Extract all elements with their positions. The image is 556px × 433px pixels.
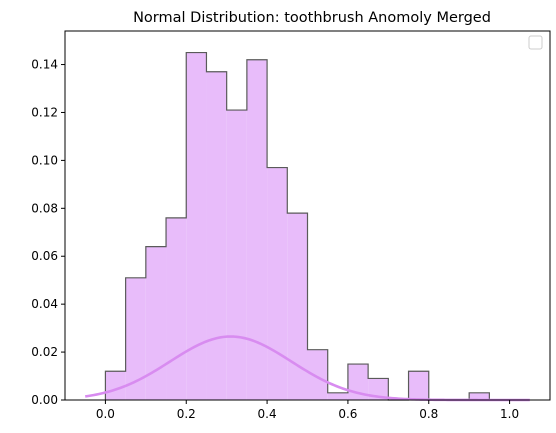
legend-box: [528, 35, 543, 50]
y-tick-label: 0.08: [31, 201, 58, 215]
histogram-bar: [287, 213, 308, 400]
y-tick-label: 0.10: [31, 153, 58, 167]
x-tick-label: 0.8: [419, 407, 438, 421]
axes-frame: [64, 30, 551, 401]
y-axis: 0.00 0.02 0.04 0.06 0.08 0.10 0.12 0.14: [31, 58, 65, 407]
histogram-bar: [186, 52, 207, 400]
x-tick-label: 0.0: [96, 407, 115, 421]
y-tick-label: 0.06: [31, 249, 58, 263]
histogram-bar: [125, 277, 146, 400]
histogram-bar: [408, 371, 429, 400]
x-axis: 0.0 0.2 0.4 0.6 0.8 1.0: [96, 400, 519, 421]
y-tick-label: 0.02: [31, 345, 58, 359]
histogram-bars: [104, 51, 510, 401]
y-tick-label: 0.04: [31, 297, 58, 311]
chart-title: Normal Distribution: toothbrush Anomoly …: [133, 10, 491, 26]
histogram-bar: [166, 217, 187, 400]
y-tick-label: 0.00: [31, 393, 58, 407]
histogram-bar: [267, 167, 288, 400]
y-tick-label: 0.14: [31, 58, 58, 72]
histogram-bar: [145, 246, 167, 400]
x-tick-label: 1.0: [500, 407, 519, 421]
x-tick-label: 0.2: [177, 407, 196, 421]
histogram-bar: [226, 110, 247, 401]
histogram-bar: [206, 71, 227, 400]
histogram-bar: [368, 378, 389, 400]
x-tick-label: 0.4: [258, 407, 277, 421]
histogram-bar: [105, 371, 126, 400]
histogram-outline: [104, 51, 510, 401]
histogram-bar: [327, 392, 348, 400]
histogram-bar: [469, 392, 490, 400]
histogram-bar: [307, 349, 328, 400]
x-tick-label: 0.6: [338, 407, 357, 421]
plot-area: [64, 30, 551, 402]
y-tick-label: 0.12: [31, 105, 58, 119]
histogram-bar: [246, 59, 268, 401]
